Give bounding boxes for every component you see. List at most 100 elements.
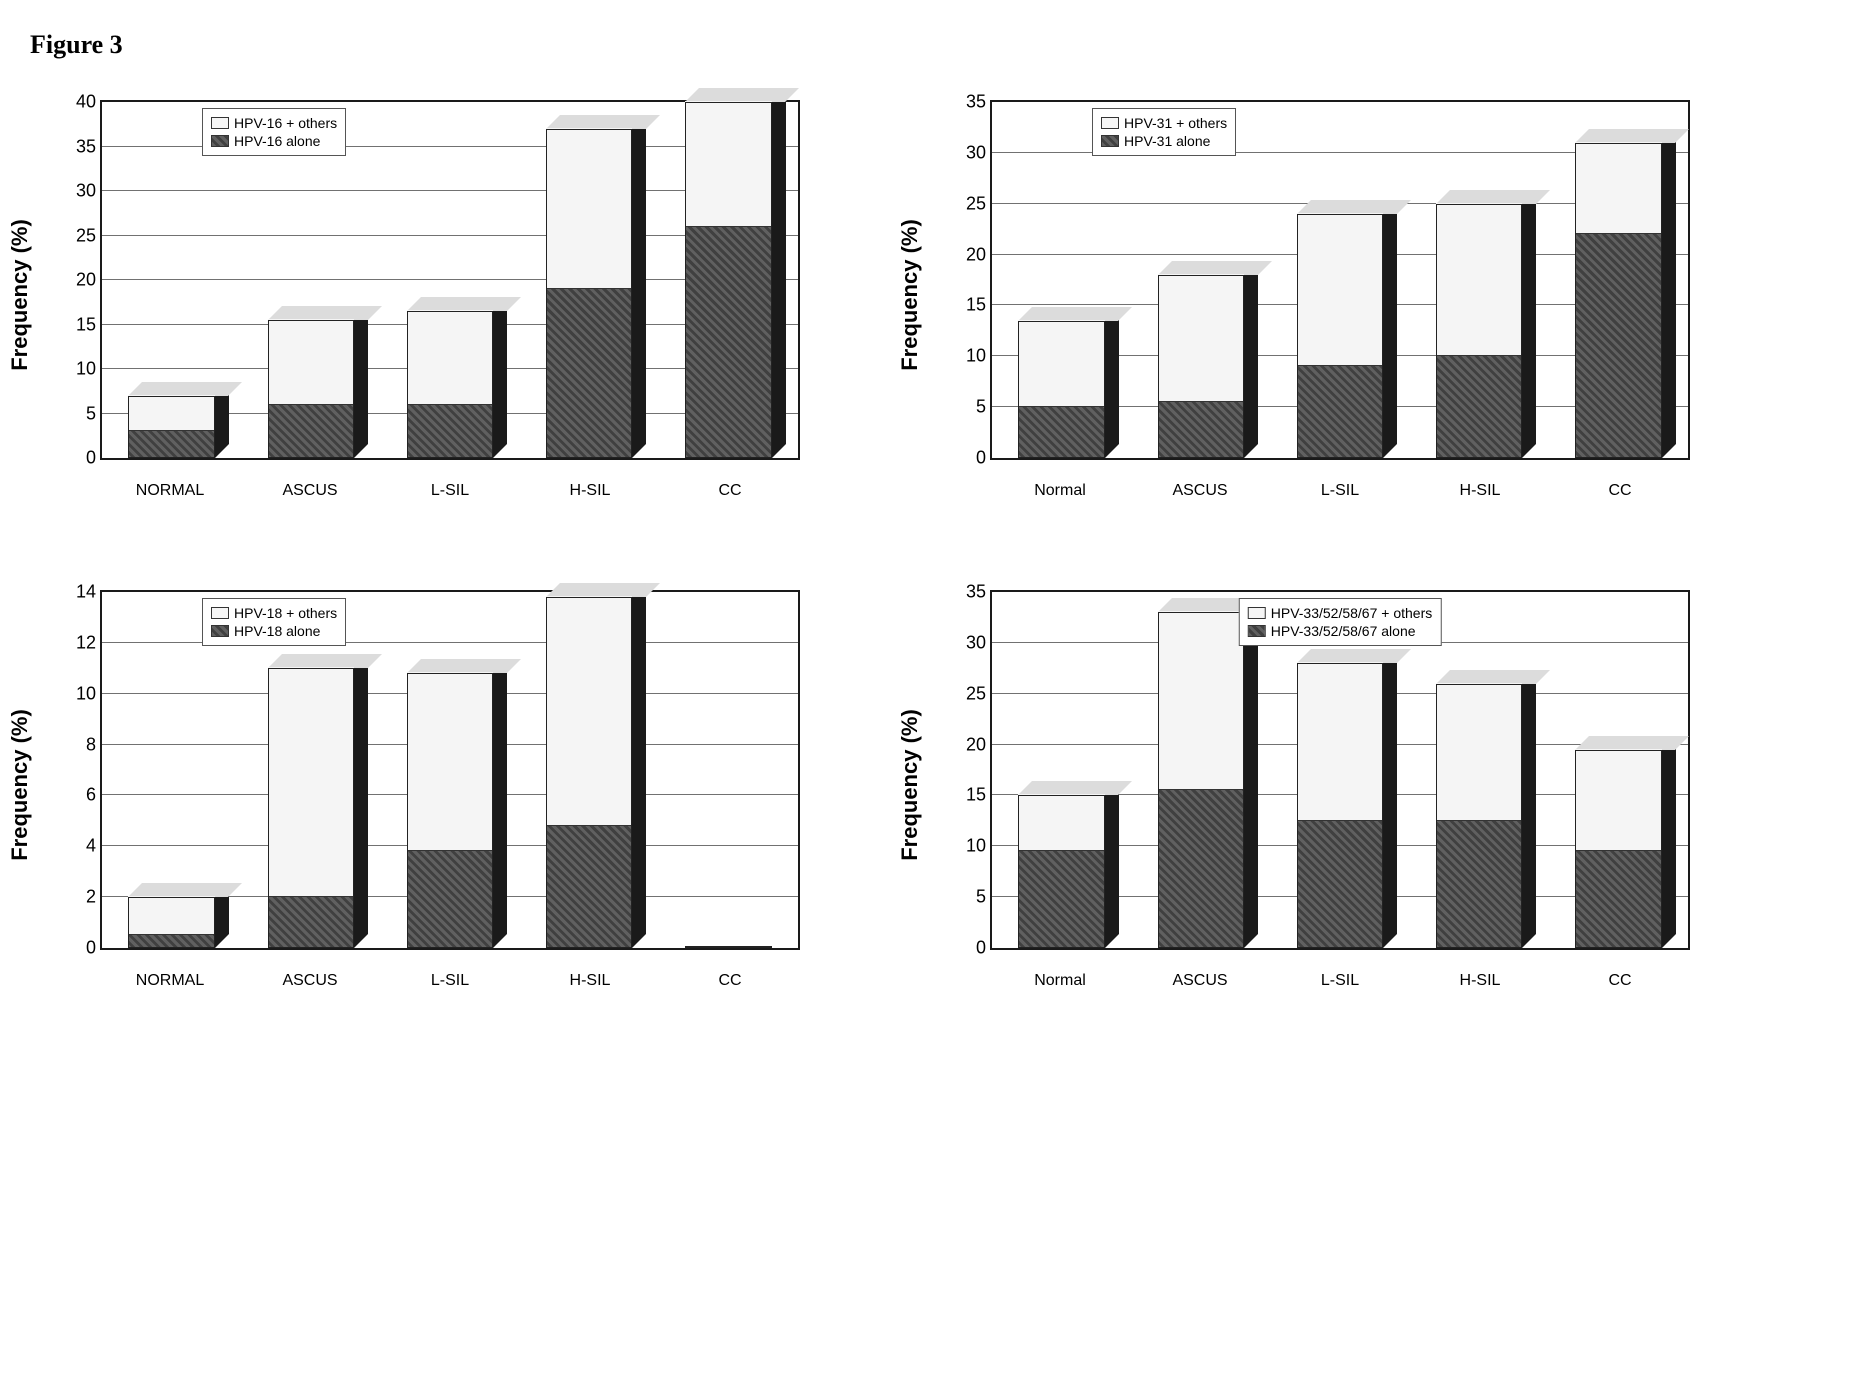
x-tick-label: L-SIL bbox=[380, 972, 520, 990]
stacked-bar bbox=[407, 311, 493, 458]
plot-area: 02468101214HPV-18 + othersHPV-18 alone bbox=[100, 590, 800, 950]
stacked-bar bbox=[1158, 275, 1244, 458]
bar-column bbox=[380, 592, 519, 948]
legend-item: HPV-33/52/58/67 alone bbox=[1248, 623, 1433, 639]
bar-side-face bbox=[354, 306, 368, 458]
bar-outline bbox=[1436, 684, 1522, 948]
x-tick-label: ASCUS bbox=[1130, 482, 1270, 500]
legend-swatch bbox=[211, 135, 229, 147]
x-tick-label: Normal bbox=[990, 972, 1130, 990]
legend: HPV-31 + others HPV-31 alone bbox=[1092, 108, 1236, 156]
x-tick-label: L-SIL bbox=[380, 482, 520, 500]
y-tick-label: 0 bbox=[976, 448, 992, 469]
stacked-bar bbox=[1158, 612, 1244, 948]
bar-outline bbox=[1158, 612, 1244, 948]
bar-outline bbox=[407, 673, 493, 948]
bar-outline bbox=[1297, 214, 1383, 458]
y-tick-label: 10 bbox=[966, 346, 992, 367]
legend: HPV-16 + othersHPV-16 alone bbox=[202, 108, 346, 156]
bar-side-face bbox=[772, 934, 786, 948]
y-tick-label: 20 bbox=[76, 270, 102, 291]
y-tick-label: 5 bbox=[86, 403, 102, 424]
bar-top-face bbox=[407, 659, 521, 673]
legend-label: HPV-18 alone bbox=[234, 623, 320, 639]
chart-panel: Frequency (%)02468101214HPV-18 + othersH… bbox=[30, 570, 810, 1000]
bar-outline bbox=[546, 597, 632, 948]
legend-item: HPV-31 alone bbox=[1101, 133, 1227, 149]
y-tick-label: 14 bbox=[76, 582, 102, 603]
stacked-bar bbox=[546, 597, 632, 948]
bar-column bbox=[659, 592, 798, 948]
y-tick-label: 30 bbox=[76, 181, 102, 202]
bar-outline bbox=[128, 897, 214, 948]
bar-top-face bbox=[1158, 261, 1272, 275]
y-tick-label: 20 bbox=[966, 244, 992, 265]
stacked-bar bbox=[1018, 795, 1104, 948]
bar-outline bbox=[1436, 204, 1522, 458]
bar-side-face bbox=[1522, 190, 1536, 458]
y-tick-label: 5 bbox=[976, 397, 992, 418]
bar-outline bbox=[128, 396, 214, 458]
stacked-bar bbox=[1575, 750, 1661, 948]
bar-side-face bbox=[1105, 307, 1119, 458]
bar-outline bbox=[407, 311, 493, 458]
y-tick-label: 25 bbox=[966, 683, 992, 704]
y-tick-label: 30 bbox=[966, 632, 992, 653]
bar-outline bbox=[268, 320, 354, 458]
bar-top-face bbox=[685, 88, 799, 102]
x-tick-label: Normal bbox=[990, 482, 1130, 500]
x-tick-label: H-SIL bbox=[520, 482, 660, 500]
bar-side-face bbox=[1662, 129, 1676, 458]
stacked-bar bbox=[1297, 663, 1383, 948]
bar-outline bbox=[1575, 750, 1661, 948]
bar-column bbox=[659, 102, 798, 458]
stacked-bar bbox=[685, 102, 771, 458]
y-tick-label: 30 bbox=[966, 142, 992, 163]
bar-top-face bbox=[546, 583, 660, 597]
x-tick-label: ASCUS bbox=[240, 482, 380, 500]
bar-side-face bbox=[772, 88, 786, 458]
bar-side-face bbox=[1383, 200, 1397, 458]
legend-label: HPV-33/52/58/67 + others bbox=[1271, 605, 1433, 621]
bar-top-face bbox=[268, 306, 382, 320]
y-axis-label: Frequency (%) bbox=[7, 219, 33, 371]
legend-label: HPV-31 alone bbox=[1124, 133, 1210, 149]
chart-grid: Frequency (%)0510152025303540HPV-16 + ot… bbox=[30, 80, 1730, 1000]
bar-side-face bbox=[632, 583, 646, 948]
y-tick-label: 20 bbox=[966, 734, 992, 755]
y-tick-label: 8 bbox=[86, 734, 102, 755]
stacked-bar bbox=[128, 396, 214, 458]
x-axis-labels: NormalASCUSL-SILH-SILCC bbox=[990, 482, 1690, 500]
legend-swatch bbox=[211, 625, 229, 637]
stacked-bar bbox=[546, 129, 632, 458]
y-tick-label: 10 bbox=[76, 683, 102, 704]
bar-top-face bbox=[1575, 129, 1689, 143]
y-tick-label: 0 bbox=[86, 448, 102, 469]
stacked-bar bbox=[407, 673, 493, 948]
plot-area: 05101520253035HPV-33/52/58/67 + othersHP… bbox=[990, 590, 1690, 950]
chart-panel: Frequency (%)05101520253035HPV-33/52/58/… bbox=[920, 570, 1700, 1000]
chart-panel: Frequency (%)05101520253035HPV-31 + othe… bbox=[920, 80, 1700, 510]
bar-top-face bbox=[128, 382, 242, 396]
bar-column bbox=[380, 102, 519, 458]
legend-item: HPV-31 + others bbox=[1101, 115, 1227, 131]
bar-top-face bbox=[1436, 190, 1550, 204]
y-tick-label: 15 bbox=[966, 295, 992, 316]
bar-side-face bbox=[1662, 736, 1676, 948]
legend: HPV-18 + othersHPV-18 alone bbox=[202, 598, 346, 646]
bar-column bbox=[1270, 102, 1409, 458]
y-tick-label: 5 bbox=[976, 887, 992, 908]
x-axis-labels: NORMALASCUSL-SILH-SILCC bbox=[100, 482, 800, 500]
bar-top-face bbox=[1297, 200, 1411, 214]
x-tick-label: CC bbox=[660, 972, 800, 990]
bar-side-face bbox=[493, 659, 507, 948]
bar-outline bbox=[1018, 795, 1104, 948]
bar-top-face bbox=[1436, 670, 1550, 684]
legend-swatch bbox=[1248, 625, 1266, 637]
x-tick-label: H-SIL bbox=[520, 972, 660, 990]
legend-swatch bbox=[1101, 135, 1119, 147]
legend-label: HPV-33/52/58/67 alone bbox=[1271, 623, 1416, 639]
chart-panel: Frequency (%)0510152025303540HPV-16 + ot… bbox=[30, 80, 810, 510]
y-tick-label: 4 bbox=[86, 836, 102, 857]
bar-column bbox=[1410, 102, 1549, 458]
